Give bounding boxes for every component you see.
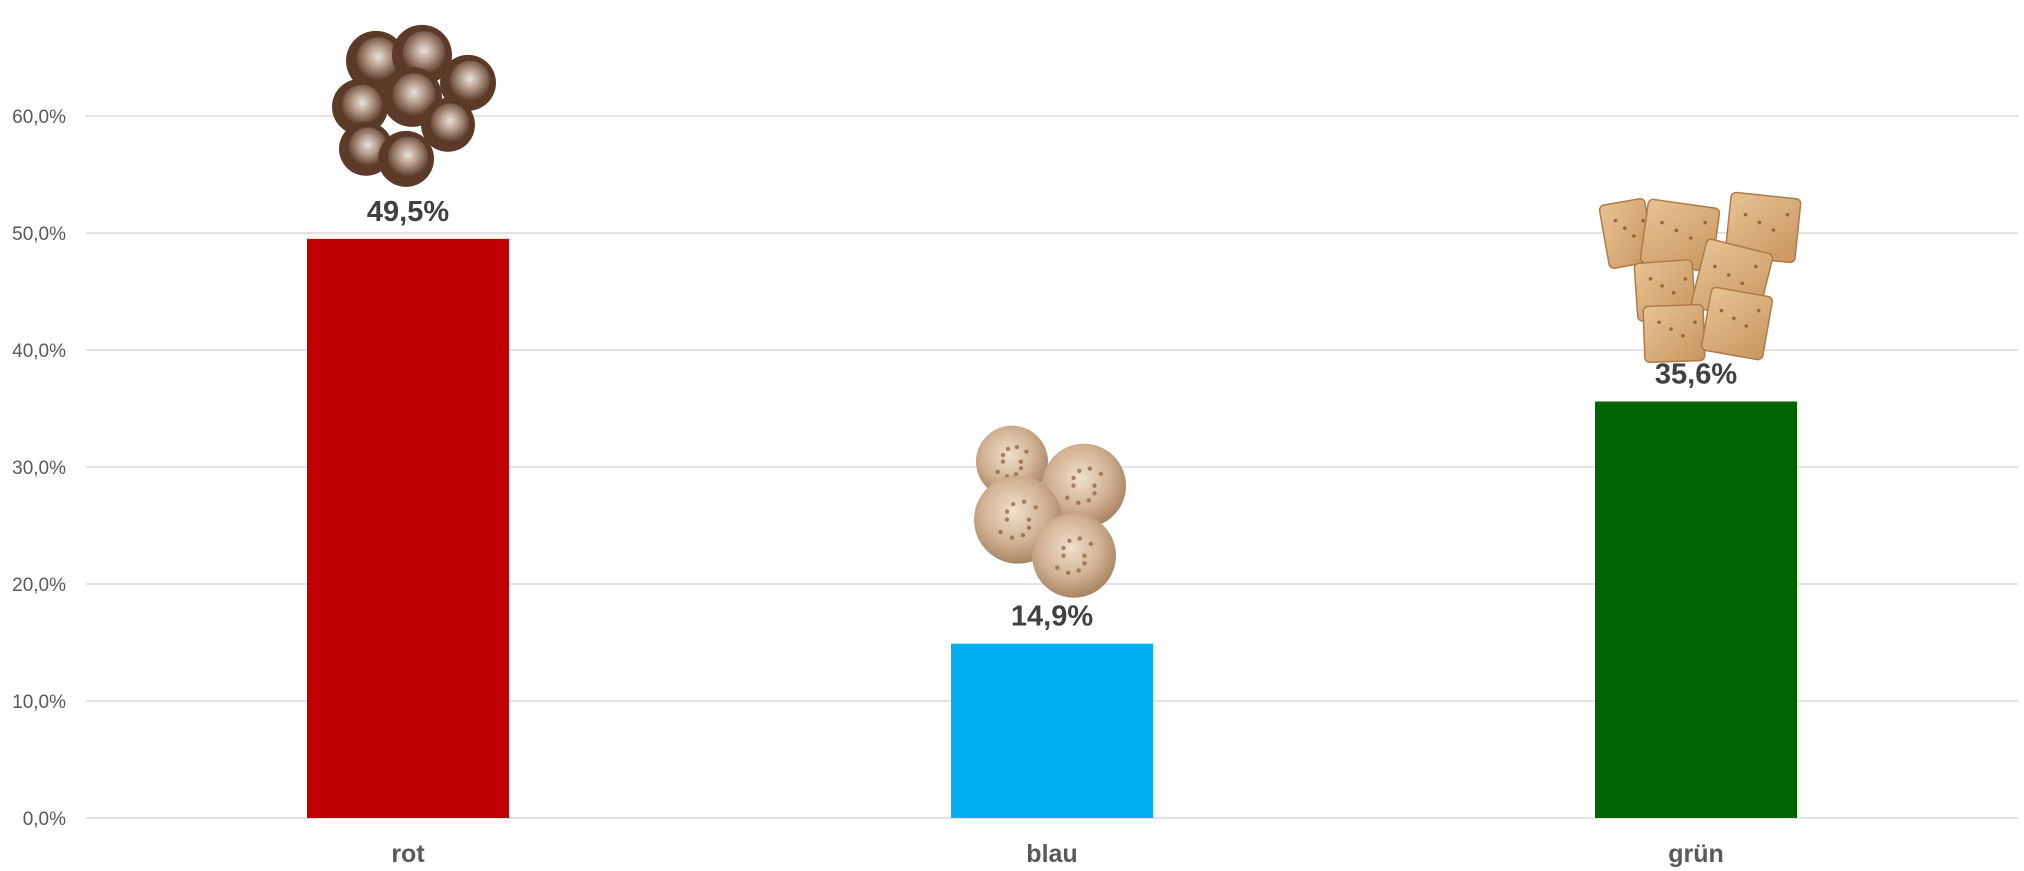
bars bbox=[307, 238, 1797, 819]
y-tick-label: 60,0% bbox=[12, 107, 66, 128]
value-label: 14,9% bbox=[1011, 601, 1093, 633]
cookie-illustrations bbox=[332, 24, 1802, 598]
value-labels: 49,5% 14,9% 35,6% bbox=[367, 196, 1737, 633]
bar-grün bbox=[1595, 401, 1797, 818]
x-axis-category-labels: rot blau grün bbox=[391, 840, 1723, 868]
y-tick-label: 20,0% bbox=[12, 575, 66, 596]
chocolate-cookies-icon bbox=[332, 24, 496, 187]
bar-rot bbox=[307, 238, 509, 819]
y-tick-label: 30,0% bbox=[12, 458, 66, 479]
y-axis-tick-labels: 0,0% 10,0% 20,0% 30,0% 40,0% 50,0% 60,0% bbox=[12, 107, 66, 830]
y-tick-label: 10,0% bbox=[12, 692, 66, 713]
oat-cookies-icon bbox=[974, 425, 1126, 598]
value-label: 35,6% bbox=[1655, 358, 1737, 390]
x-tick-label: blau bbox=[1026, 840, 1077, 868]
y-tick-label: 50,0% bbox=[12, 224, 66, 245]
bar-blau bbox=[951, 643, 1153, 818]
x-tick-label: rot bbox=[391, 840, 425, 868]
y-tick-label: 0,0% bbox=[23, 809, 66, 830]
y-tick-label: 40,0% bbox=[12, 341, 66, 362]
x-tick-label: grün bbox=[1668, 840, 1724, 868]
square-crackers-icon bbox=[1598, 191, 1802, 364]
value-label: 49,5% bbox=[367, 196, 449, 228]
